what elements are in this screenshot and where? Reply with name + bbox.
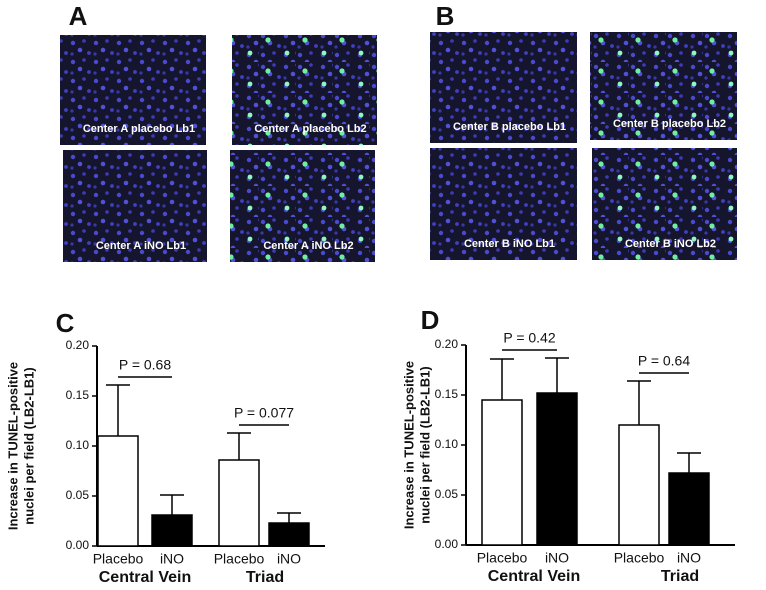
x-tick-label: Placebo [214,551,265,567]
micrograph-caption: Center B placebo Lb1 [453,121,566,133]
bar [536,392,578,546]
micrograph [590,32,737,140]
micrograph [232,35,377,145]
bar [481,399,523,546]
bar [218,459,260,547]
panel-letter: A [69,1,88,31]
micrograph [230,150,375,262]
y-tick-label: 0.10 [66,438,90,452]
y-axis-label: Increase in TUNEL-positive [5,362,20,530]
y-tick-label: 0.20 [435,337,459,351]
panel-letter: D [421,305,440,335]
y-tick-label: 0.10 [435,437,459,451]
group-label: Triad [661,568,699,585]
x-tick-label: iNO [677,550,701,566]
x-tick-label: iNO [160,551,184,567]
micrograph-caption: Center A placebo Lb2 [254,123,366,135]
micrograph [430,32,577,143]
error-bar [277,512,301,523]
bar [97,435,139,547]
micrograph-caption: Center A iNO Lb1 [96,240,186,252]
error-bar [227,432,251,460]
p-value: P = 0.68 [119,357,172,373]
micrograph-caption: Center B iNO Lb2 [625,238,716,250]
x-tick-label: Placebo [93,551,144,567]
group-label: Central Vein [99,569,191,586]
y-tick-label: 0.15 [66,388,90,402]
micrograph-caption: Center A placebo Lb1 [83,123,195,135]
error-bar [490,358,514,400]
error-bar [106,384,130,436]
p-value: P = 0.64 [638,353,691,369]
micrograph [63,150,207,262]
micrograph-caption: Center B placebo Lb2 [613,118,726,130]
group-label: Triad [246,569,284,586]
y-tick-label: 0.20 [66,338,90,352]
micrograph [430,148,577,260]
micrograph-caption: Center A iNO Lb2 [263,240,353,252]
error-bar [545,357,569,393]
bar [668,472,710,546]
y-axis-label: Increase in TUNEL-positive [401,361,416,529]
y-tick-label: 0.05 [66,488,90,502]
panel-letter: C [56,308,75,338]
panel-letter: B [436,1,455,31]
bar [151,514,193,547]
error-bar [160,494,184,515]
group-label: Central Vein [488,568,580,585]
micrograph [60,35,206,145]
y-axis-label: nuclei per field (LB2-LB1) [417,366,432,523]
p-value: P = 0.077 [234,405,294,421]
y-tick-label: 0.15 [435,387,459,401]
x-tick-label: Placebo [614,550,665,566]
micrograph [592,148,737,260]
x-tick-label: iNO [277,551,301,567]
y-tick-label: 0.00 [66,538,90,552]
error-bar [627,380,651,425]
y-tick-label: 0.00 [435,537,459,551]
bar [268,522,310,547]
bar [618,424,660,546]
micrograph-caption: Center B iNO Lb1 [464,238,555,250]
x-tick-label: iNO [545,550,569,566]
y-axis-label: nuclei per field (LB2-LB1) [21,367,36,524]
p-value: P = 0.42 [503,330,556,346]
error-bar [677,452,701,473]
y-tick-label: 0.05 [435,487,459,501]
x-tick-label: Placebo [477,550,528,566]
